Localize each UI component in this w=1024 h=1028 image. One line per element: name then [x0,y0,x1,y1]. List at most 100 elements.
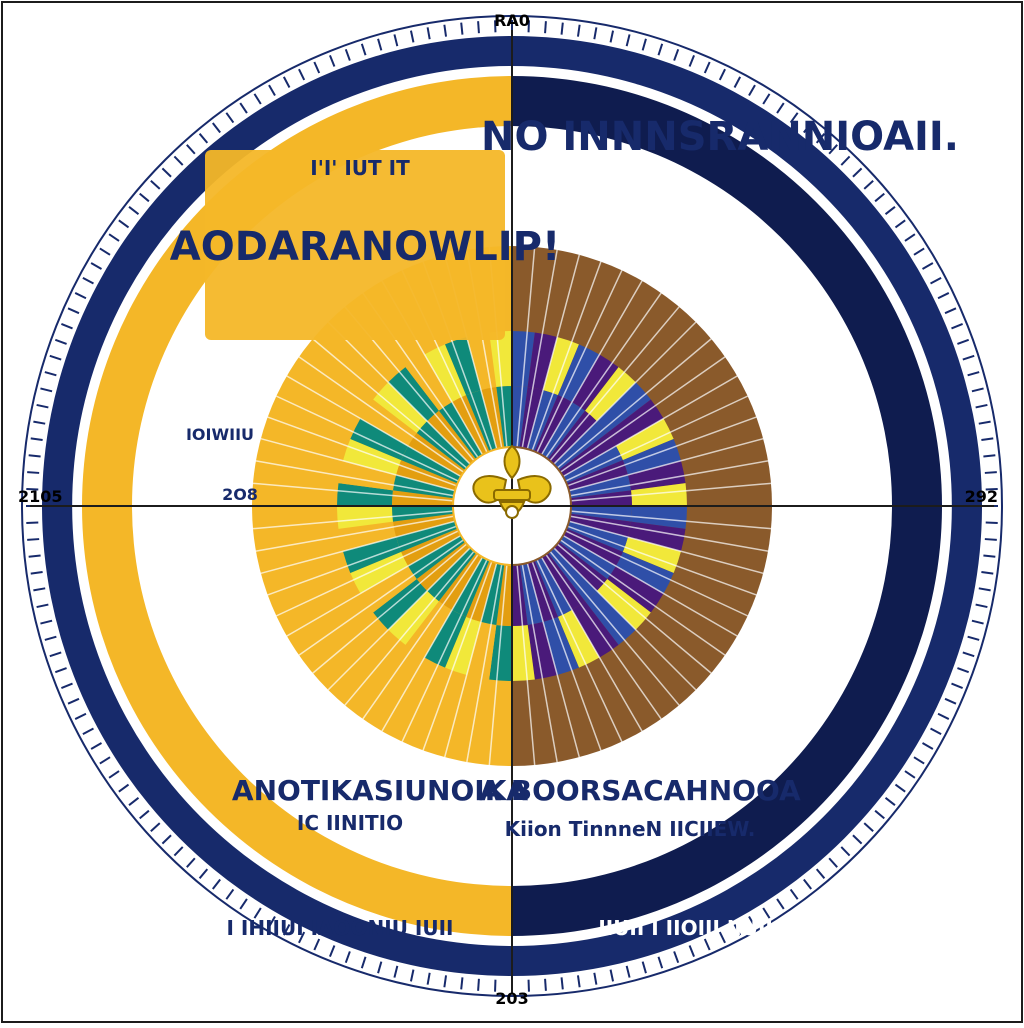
outer-tick [627,34,630,46]
outer-tick [378,962,381,974]
outer-tick [162,168,171,176]
outer-tick [938,293,949,298]
outer-tick [931,729,942,735]
outer-tick [922,743,932,749]
outer-tick [362,957,366,968]
outer-tick [27,539,39,540]
outer-tick [951,324,962,328]
outer-tick [931,278,942,284]
outer-tick [817,869,825,878]
outer-tick [478,979,479,991]
outer-tick [162,835,171,843]
outer-tick [914,248,924,254]
outer-tick [963,652,974,656]
outer-tick [83,278,94,284]
lower-right-banner: A BOORSACAHNOOA [479,774,801,807]
outer-tick [981,438,993,440]
outer-tick [330,945,334,956]
outer-tick [594,27,596,39]
outer-tick [875,811,884,819]
outer-tick [45,372,57,375]
outer-tick [905,771,915,778]
outer-tick [914,757,924,763]
outer-tick [905,234,915,241]
outer-tick [690,55,694,66]
outer-tick [841,847,849,856]
outer-tick [922,263,932,269]
outer-tick [27,472,39,473]
outer-tick [240,899,247,909]
outer-tick [200,134,208,143]
outer-tick [938,714,949,719]
outer-tick [33,588,45,590]
outer-tick [346,49,350,60]
outer-tick [362,44,366,55]
outer-tick [895,785,905,792]
outer-tick [643,39,646,51]
outer-tick [50,356,61,360]
outer-tick [61,684,72,688]
outer-tick [61,324,72,328]
outer-tick [972,388,984,391]
outer-tick [478,21,479,33]
outer-tick [594,973,596,985]
outer-tick [226,889,233,899]
outer-tick [562,23,563,35]
outer-tick [853,835,862,843]
outer-tick [29,455,41,456]
outer-tick [972,621,984,624]
gold-banner-subtitle: I'I' IUT IT [310,156,410,180]
outer-tick [119,220,129,227]
outer-tick [983,455,995,456]
outer-tick [226,113,233,123]
outer-tick [875,194,884,202]
outer-tick [411,970,413,982]
outer-tick [611,970,613,982]
outer-tick [945,699,956,704]
outer-tick [140,811,149,819]
outer-tick [968,637,980,640]
outer-tick [562,977,563,989]
outer-tick [151,181,160,189]
outer-tick [804,880,811,889]
outer-tick [957,668,968,672]
outer-tick [627,966,630,978]
outer-tick [976,405,988,407]
outer-tick [240,103,247,113]
outer-tick [140,194,149,202]
outer-tick [705,62,710,73]
outer-tick [394,34,397,46]
tick-left: 2105 [18,487,63,506]
outer-tick [299,69,304,80]
outer-tick [428,27,430,39]
outer-tick [444,25,446,37]
outer-tick [394,966,397,978]
outer-tick [658,44,662,55]
outer-tick [75,293,86,298]
outer-tick [50,652,61,656]
outer-tick [187,145,195,154]
outer-tick [29,556,41,557]
outer-tick [284,77,290,88]
outer-tick [91,743,101,749]
tick-right: 292 [965,487,998,506]
outer-tick [985,539,997,540]
outer-tick [269,85,275,95]
outer-tick [690,945,694,956]
outer-tick [68,308,79,313]
bottom-left-line: I IHIIUI IAOONIU IUII [227,916,454,940]
outer-tick [983,556,995,557]
outer-tick [200,869,208,878]
outer-tick [979,588,991,590]
outer-tick [791,889,798,899]
tick-bottom: 203 [495,989,528,1008]
outer-tick [254,94,260,104]
outer-tick [979,422,991,424]
outer-tick [75,714,86,719]
outer-tick [100,757,110,763]
outer-tick [40,388,52,391]
outer-tick [658,957,662,968]
inner-left-ring-2: IOIWIIU [186,425,254,444]
gold-banner-title: AODARANOWLIP! [170,224,560,270]
